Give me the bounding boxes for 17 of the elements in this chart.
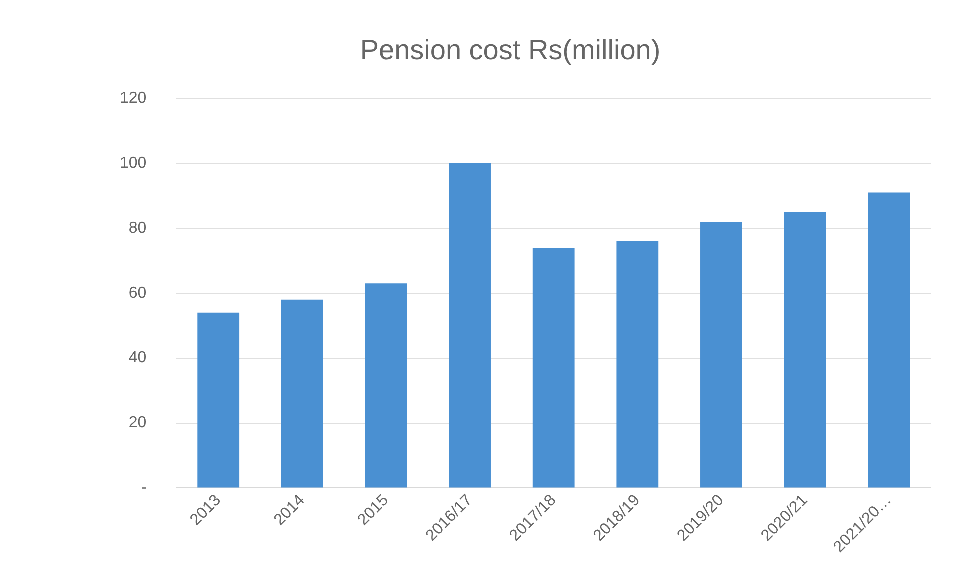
bar	[532, 248, 575, 488]
bar	[198, 312, 240, 488]
bar	[700, 222, 742, 488]
bar	[784, 212, 826, 488]
bar	[616, 241, 659, 488]
bar	[281, 300, 324, 488]
y-tick-label: 60	[128, 284, 147, 302]
y-tick-label: 100	[120, 154, 147, 172]
y-tick-label: 20	[128, 414, 147, 432]
bar	[365, 284, 408, 488]
chart-title: Pension cost Rs(million)	[360, 34, 661, 66]
y-tick-label: 80	[128, 220, 147, 237]
bar	[868, 192, 910, 488]
bar	[449, 164, 491, 488]
y-tick-label: 120	[120, 90, 147, 108]
y-tick-label: -	[141, 480, 147, 497]
y-tick-label: 40	[128, 350, 147, 367]
